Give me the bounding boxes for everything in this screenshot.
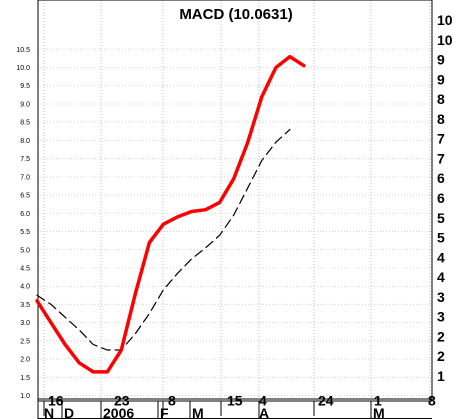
right-tick-label: 2 (437, 348, 445, 364)
left-tick-label: 8.5 (20, 120, 30, 127)
right-tick-label: 4 (437, 269, 445, 285)
right-tick-label: 9 (437, 52, 445, 68)
right-tick-label: 3 (437, 289, 445, 305)
horizontal-gridlines (38, 48, 432, 397)
x-axis: 16 23 8 15 4 24 1 8 N D 2006 F M A M (37, 393, 436, 419)
x-day-label: 8 (428, 393, 436, 409)
x-month-label: M (373, 405, 385, 419)
right-tick-label: 7 (437, 150, 445, 166)
x-day-label: 23 (114, 393, 130, 409)
macd-line (35, 54, 306, 374)
x-month-label: A (259, 405, 269, 419)
x-day-label: 1 (374, 393, 382, 409)
right-tick-label: 5 (437, 210, 445, 226)
right-tick-label: 10 (437, 12, 453, 28)
left-tick-label: 4.0 (20, 284, 30, 291)
right-tick-label: 6 (437, 170, 445, 186)
left-tick-label: 4.5 (20, 265, 30, 272)
left-tick-label: 5.5 (20, 229, 30, 236)
left-tick-label: 1.5 (20, 375, 30, 382)
left-tick-label: 10.5 (16, 47, 30, 54)
right-tick-label: 8 (437, 111, 445, 127)
right-tick-label: 3 (437, 309, 445, 325)
x-month-label: D (64, 405, 74, 419)
left-tick-label: 6.0 (20, 211, 30, 218)
series-lines (35, 54, 306, 374)
x-month-label: F (160, 405, 169, 419)
left-tick-label: 7.0 (20, 174, 30, 181)
left-tick-label: 3.0 (20, 320, 30, 327)
right-tick-label: 9 (437, 71, 445, 87)
left-tick-label: 1.0 (20, 393, 30, 400)
vertical-gridlines (43, 0, 431, 399)
right-tick-label: 10 (437, 32, 453, 48)
x-day-label: 4 (259, 393, 267, 409)
right-tick-label: 5 (437, 230, 445, 246)
right-tick-label: 7 (437, 131, 445, 147)
right-axis-ticks: 10 10 9 9 8 8 7 7 6 6 5 5 4 4 3 3 2 2 1 (437, 12, 453, 384)
left-tick-label: 9.5 (20, 83, 30, 90)
left-tick-label: 6.5 (20, 193, 30, 200)
right-tick-label: 2 (437, 328, 445, 344)
right-tick-label: 4 (437, 249, 445, 265)
left-tick-label: 7.5 (20, 156, 30, 163)
left-tick-label: 5.0 (20, 247, 30, 254)
right-tick-label: 1 (437, 368, 445, 384)
chart-title: MACD (10.0631) (179, 6, 292, 23)
left-tick-label: 10.0 (16, 65, 30, 72)
x-day-label: 24 (318, 393, 334, 409)
plot-frame (37, 0, 433, 400)
right-tick-label: 6 (437, 190, 445, 206)
x-day-label: 16 (48, 393, 64, 409)
x-month-label: M (192, 405, 204, 419)
left-tick-label: 8.0 (20, 138, 30, 145)
x-day-label: 15 (227, 393, 243, 409)
left-tick-label: 2.5 (20, 338, 30, 345)
signal-line (36, 128, 291, 351)
left-tick-label: 2.0 (20, 357, 30, 364)
left-tick-label: 9.0 (20, 101, 30, 108)
x-day-label: 8 (168, 393, 176, 409)
left-axis-ticks: 1.0 1.5 2.0 2.5 3.0 3.5 4.0 4.5 5.0 5.5 6.0 6.5 7.0 7… (16, 47, 30, 400)
right-tick-label: 8 (437, 91, 445, 107)
left-tick-label: 3.5 (20, 302, 30, 309)
x-month-label: N (44, 405, 54, 419)
x-month-label: 2006 (103, 405, 134, 419)
